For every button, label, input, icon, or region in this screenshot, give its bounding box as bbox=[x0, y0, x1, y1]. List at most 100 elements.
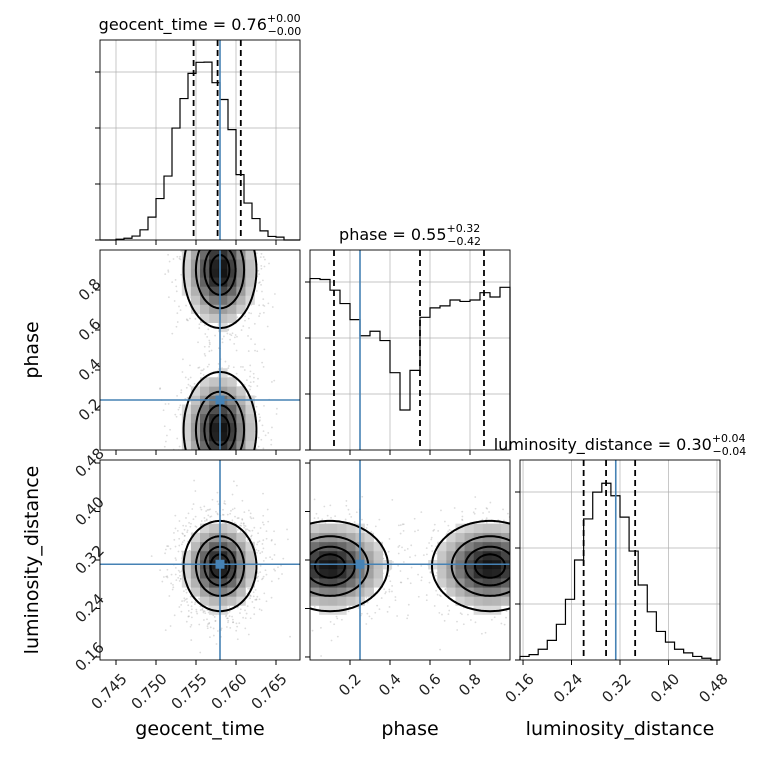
sample-point bbox=[248, 384, 251, 387]
sample-point bbox=[529, 553, 531, 555]
sample-point bbox=[162, 409, 165, 412]
sample-point bbox=[216, 247, 218, 249]
sample-point bbox=[226, 513, 229, 516]
sample-point bbox=[252, 372, 255, 375]
sample-point bbox=[420, 511, 423, 514]
sample-point bbox=[215, 463, 217, 465]
sample-point bbox=[242, 616, 245, 619]
sample-point bbox=[537, 589, 539, 591]
density-cell bbox=[236, 532, 246, 543]
sample-point bbox=[191, 472, 193, 474]
sample-point bbox=[163, 425, 166, 428]
sample-point bbox=[512, 551, 514, 553]
sample-point bbox=[218, 451, 220, 453]
sample-point bbox=[200, 188, 202, 190]
density-cell bbox=[310, 541, 320, 552]
density-cell bbox=[236, 259, 246, 269]
sample-point bbox=[297, 574, 299, 576]
sample-point bbox=[270, 596, 273, 599]
sample-point bbox=[177, 473, 179, 475]
sample-point bbox=[247, 350, 250, 352]
sample-point bbox=[304, 602, 306, 604]
sample-point bbox=[213, 616, 216, 618]
sample-point bbox=[510, 611, 512, 613]
sample-point bbox=[196, 488, 198, 490]
density-cell bbox=[236, 541, 246, 552]
sample-point bbox=[514, 556, 516, 558]
sample-point bbox=[255, 533, 257, 535]
sample-point bbox=[210, 218, 212, 220]
density-cell bbox=[500, 596, 510, 606]
sample-point bbox=[282, 583, 284, 585]
density-cell bbox=[209, 422, 219, 433]
sample-point bbox=[257, 377, 259, 380]
sample-point bbox=[249, 516, 252, 518]
sample-point bbox=[456, 629, 459, 631]
sample-point bbox=[179, 309, 182, 311]
sample-point bbox=[197, 341, 199, 344]
density-cell bbox=[200, 532, 210, 543]
scatter-panel-geocent_time-luminosity_distance: 0.7450.7500.7550.7600.7650.160.240.320.4… bbox=[71, 445, 301, 713]
sample-point bbox=[538, 564, 540, 566]
sample-point bbox=[303, 555, 305, 557]
sample-point bbox=[394, 596, 397, 598]
sample-point bbox=[249, 190, 251, 192]
sample-point bbox=[217, 455, 219, 457]
sample-point bbox=[538, 522, 540, 524]
sample-point bbox=[199, 506, 202, 509]
sample-point bbox=[231, 519, 234, 522]
sample-point bbox=[212, 462, 214, 464]
sample-point bbox=[222, 221, 224, 223]
density-cell bbox=[446, 550, 456, 561]
sample-point bbox=[441, 613, 443, 616]
sample-point bbox=[511, 573, 513, 575]
sample-point bbox=[399, 532, 402, 535]
sample-point bbox=[225, 217, 227, 219]
sample-point bbox=[277, 509, 279, 511]
sample-point bbox=[229, 333, 231, 336]
sample-point bbox=[183, 535, 186, 537]
density-cell bbox=[319, 569, 329, 579]
sample-point bbox=[174, 413, 177, 416]
sample-point bbox=[175, 290, 178, 293]
sample-point bbox=[261, 290, 263, 293]
sample-point bbox=[239, 608, 242, 611]
sample-point bbox=[185, 620, 188, 623]
sample-point bbox=[302, 530, 304, 532]
sample-point bbox=[227, 232, 229, 234]
sample-point bbox=[171, 281, 174, 284]
density-cell bbox=[227, 523, 237, 534]
density-cell bbox=[245, 277, 255, 287]
sample-point bbox=[279, 558, 281, 560]
sample-point bbox=[180, 250, 183, 253]
sample-point bbox=[207, 229, 209, 231]
sample-point bbox=[262, 447, 265, 450]
sample-point bbox=[228, 454, 230, 456]
sample-point bbox=[380, 597, 383, 599]
sample-point bbox=[284, 553, 286, 555]
sample-point bbox=[179, 574, 181, 577]
sample-point bbox=[378, 518, 381, 521]
sample-point bbox=[178, 580, 181, 582]
sample-point bbox=[179, 255, 181, 258]
sample-point bbox=[528, 545, 530, 547]
sample-point bbox=[183, 528, 186, 531]
sample-point bbox=[340, 618, 343, 621]
sample-point bbox=[224, 457, 226, 459]
sample-point bbox=[214, 210, 216, 212]
sample-point bbox=[213, 214, 215, 216]
sample-point bbox=[365, 596, 368, 599]
sample-point bbox=[215, 237, 217, 239]
sample-point bbox=[189, 384, 192, 387]
sample-point bbox=[242, 366, 244, 368]
sample-point bbox=[236, 606, 239, 609]
sample-point bbox=[263, 348, 266, 351]
density-cell bbox=[337, 523, 347, 534]
density-cell bbox=[310, 578, 320, 588]
sample-point bbox=[190, 522, 192, 525]
sample-point bbox=[273, 554, 276, 556]
sample-point bbox=[281, 600, 283, 602]
sample-point bbox=[176, 255, 179, 258]
sample-point bbox=[414, 554, 417, 557]
density-cell bbox=[337, 541, 347, 552]
